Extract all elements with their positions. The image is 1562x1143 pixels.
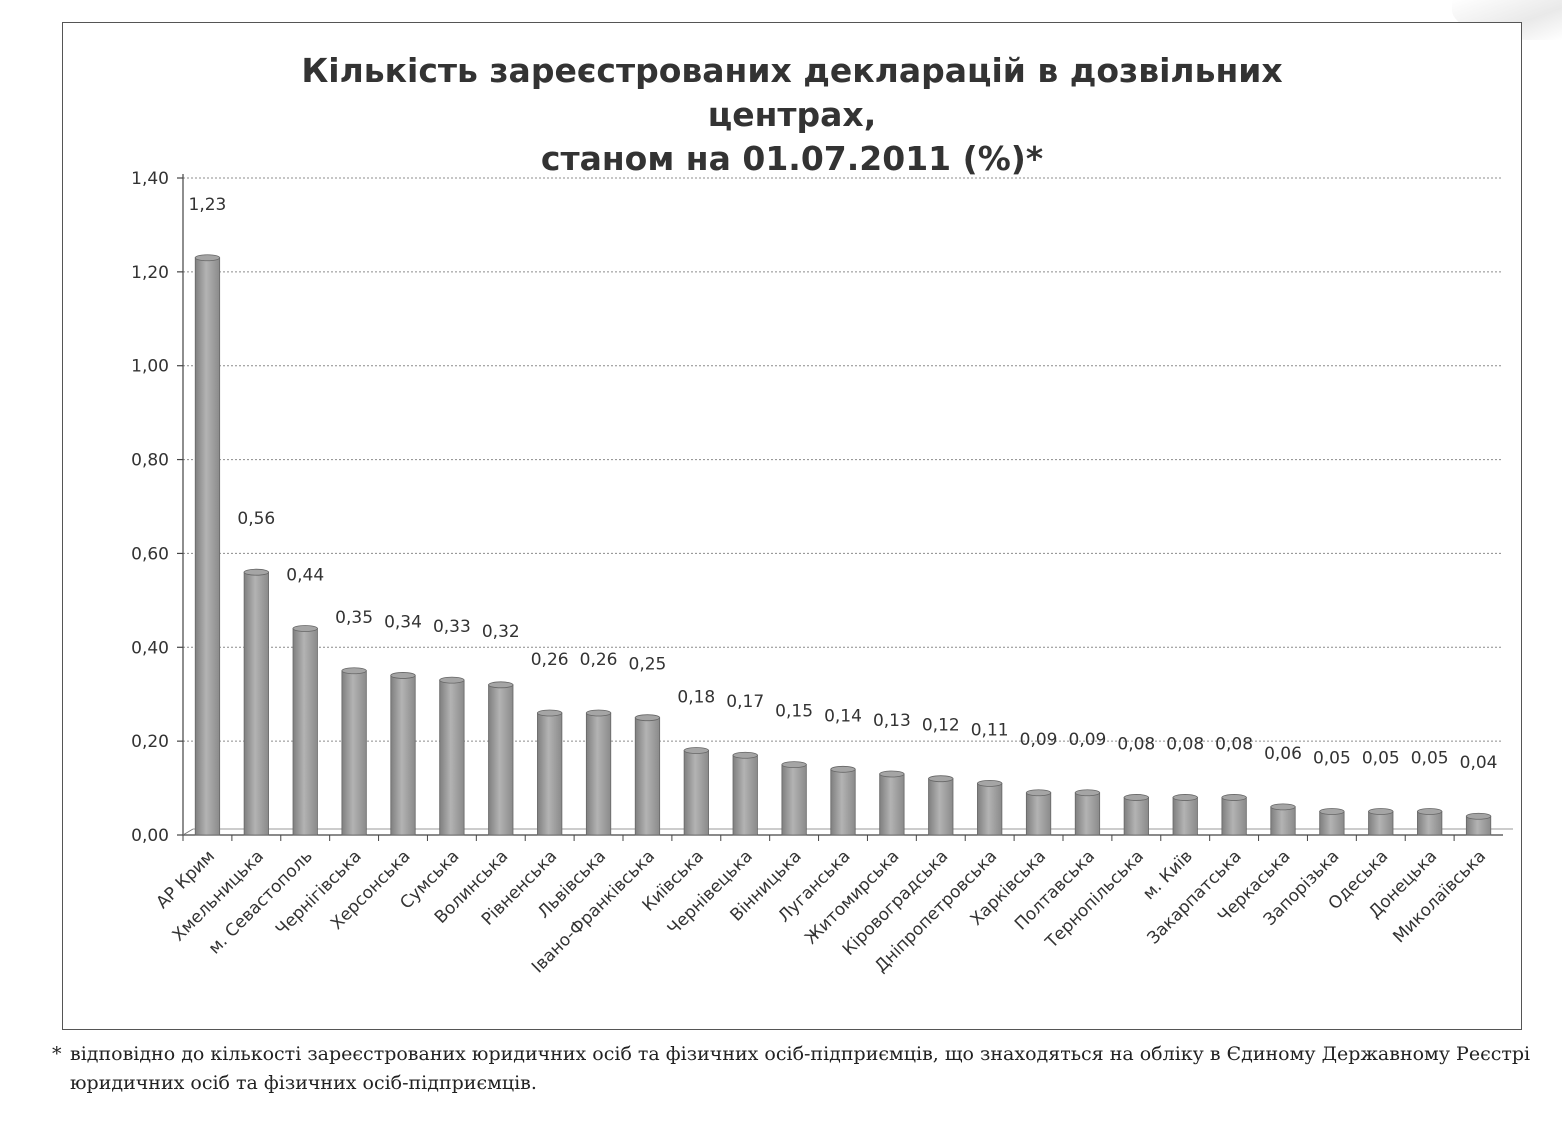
bar: [634, 717, 661, 836]
data-label: 0,32: [482, 622, 520, 642]
y-tick-label: 1,40: [131, 169, 169, 189]
bar-cap: [1074, 789, 1101, 797]
bar: [830, 768, 856, 836]
data-label: 0,25: [629, 655, 667, 675]
bar-cap: [439, 676, 465, 684]
bar-cap: [1221, 794, 1247, 801]
data-label: 0,26: [531, 650, 569, 670]
bar: [1025, 792, 1052, 836]
data-label: 0,26: [580, 650, 618, 670]
data-label: 0,09: [1069, 730, 1107, 750]
bar-cap: [1172, 794, 1198, 801]
footnote-text: відповідно до кількості зареєстрованих ю…: [70, 1043, 1531, 1094]
y-tick-label: 0,00: [131, 826, 169, 846]
bar-cap: [194, 254, 221, 262]
bar: [488, 684, 514, 836]
bar-cap: [830, 765, 856, 773]
data-label: 0,17: [726, 692, 764, 712]
footnote: * відповідно до кількості зареєстрованих…: [52, 1040, 1552, 1098]
data-label: 0,09: [1020, 730, 1058, 750]
bar: [390, 675, 416, 836]
data-label: 0,56: [237, 509, 275, 529]
chart-title-line-1: Кількість зареєстрованих декларацій в до…: [301, 51, 1283, 90]
data-label: 0,44: [286, 566, 324, 586]
data-label: 0,12: [922, 716, 960, 736]
data-label: 0,05: [1411, 749, 1449, 769]
data-label: 1,23: [189, 195, 227, 215]
bar-cap: [1319, 808, 1345, 815]
data-label: 0,18: [677, 688, 715, 708]
bar-chart: 0,000,200,400,600,801,001,201,40 1,23АР …: [131, 169, 1513, 977]
data-label: 0,05: [1362, 749, 1400, 769]
y-tick-label: 1,20: [131, 263, 169, 283]
bar: [243, 571, 269, 836]
bar-cap: [928, 775, 954, 783]
bar-cap: [1417, 808, 1443, 815]
bar-cap: [341, 667, 367, 675]
bar-cap: [1465, 812, 1492, 820]
bar: [781, 764, 807, 836]
bar: [977, 782, 1003, 836]
bar-cap: [732, 751, 758, 759]
data-label: 0,05: [1313, 749, 1351, 769]
bar-cap: [879, 770, 905, 778]
bar: [879, 773, 905, 836]
bar-cap: [781, 761, 807, 769]
bar-cap: [1025, 789, 1052, 797]
floor-edge: [182, 828, 194, 836]
data-label: 0,08: [1166, 734, 1204, 754]
bar-cap: [1270, 803, 1296, 811]
y-tick-label: 0,80: [131, 451, 169, 471]
bar: [1123, 797, 1149, 836]
data-label: 0,33: [433, 617, 471, 637]
bar: [683, 750, 709, 836]
bar-cap: [1368, 808, 1394, 815]
data-label: 0,13: [873, 711, 911, 731]
data-label: 0,34: [384, 612, 422, 632]
y-tick-label: 0,60: [131, 544, 169, 564]
bar-cap: [243, 568, 269, 576]
bar: [928, 778, 954, 836]
data-label: 0,08: [1117, 734, 1155, 754]
bar-cap: [1123, 794, 1149, 801]
bar: [194, 257, 221, 836]
y-tick-label: 0,20: [131, 732, 169, 752]
chart-title-line-3: станом на 01.07.2011 (%)*: [540, 139, 1044, 178]
bar-cap: [292, 625, 318, 632]
bar: [292, 628, 318, 836]
category-label: Чернівецька: [664, 846, 757, 939]
bar-cap: [585, 709, 612, 717]
y-tick-label: 1,00: [131, 357, 169, 377]
y-tick-label: 0,40: [131, 638, 169, 658]
bar: [341, 670, 367, 836]
bar-cap: [683, 747, 709, 754]
bar-cap: [634, 714, 661, 722]
data-label: 0,35: [335, 608, 373, 628]
bar-cap: [977, 779, 1003, 787]
category-label: Чернігівська: [272, 846, 366, 940]
bar: [537, 712, 563, 836]
bar: [1172, 797, 1198, 836]
bar-cap: [488, 681, 514, 689]
bar: [1319, 811, 1345, 836]
bar: [732, 754, 758, 836]
data-label: 0,11: [971, 720, 1009, 740]
bar: [1417, 811, 1443, 836]
chart-frame: Кількість зареєстрованих декларацій в до…: [62, 22, 1522, 1030]
bar: [1368, 811, 1394, 836]
bar: [1221, 797, 1247, 836]
data-label: 0,06: [1264, 744, 1302, 764]
bar-cap: [390, 672, 416, 679]
chart-title-line-2: центрах,: [707, 95, 877, 134]
bar-cap: [537, 709, 563, 717]
bar: [1270, 806, 1296, 836]
data-label: 0,08: [1215, 734, 1253, 754]
bar: [439, 679, 465, 836]
data-label: 0,04: [1460, 753, 1498, 773]
data-label: 0,14: [824, 706, 862, 726]
bar: [585, 712, 612, 836]
bar: [1074, 792, 1101, 836]
footnote-mark: *: [52, 1043, 62, 1065]
data-label: 0,15: [775, 702, 813, 722]
